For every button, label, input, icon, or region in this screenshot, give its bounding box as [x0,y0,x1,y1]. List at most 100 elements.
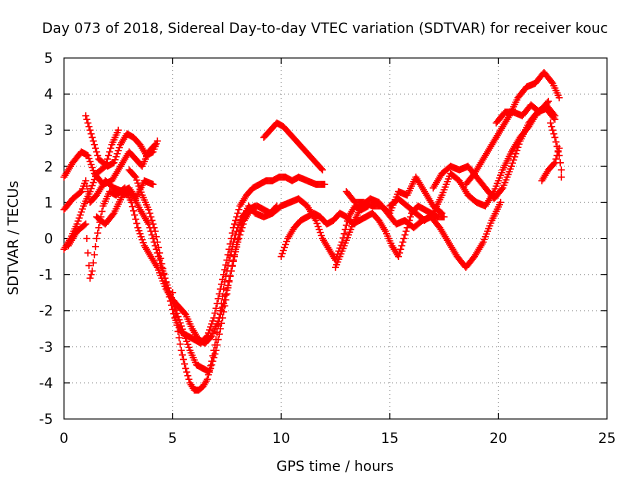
data-point [206,366,214,374]
y-tick-label: 0 [44,232,53,248]
data-point [401,231,409,239]
data-point [557,166,565,174]
data-point [553,142,561,150]
data-point [279,247,287,255]
data-point [85,123,93,131]
data-point [214,295,222,303]
data-point [211,309,219,317]
data-point [147,213,155,221]
data-point [88,267,96,275]
data-point [82,112,90,120]
data-point [110,159,118,167]
data-point [510,156,518,164]
data-point [226,252,234,260]
data-point [317,165,325,173]
data-point [114,126,122,134]
data-point [315,225,323,233]
data-point [133,219,141,227]
data-point [89,137,97,145]
data-point [314,222,322,230]
data-point [83,115,91,123]
data-point [229,238,237,246]
data-point [282,241,290,249]
data-point [137,188,145,196]
data-point [212,304,220,312]
data-point [216,307,224,315]
data-point [139,239,147,247]
data-point [512,150,520,158]
data-point [149,220,157,228]
data-point [133,176,141,184]
data-point [318,166,326,174]
data-point [224,262,232,270]
x-tick-label: 10 [272,431,290,447]
data-point [87,160,95,168]
y-tick-label: 5 [44,51,53,67]
data-point [225,256,233,264]
data-point [170,297,178,305]
data-point [550,110,558,118]
data-point [94,229,102,237]
data-point [84,188,92,196]
x-tick-label: 15 [381,431,399,447]
data-point [438,209,446,217]
data-point [497,198,505,206]
data-point [513,147,521,155]
data-point [206,326,214,334]
data-point [551,133,559,141]
series-arc-9 [260,119,326,174]
data-point [88,133,96,141]
data-point [234,209,242,217]
data-point [145,206,153,214]
data-point [157,254,165,262]
data-point [78,205,86,213]
data-point [184,372,192,380]
data-point [219,292,227,300]
data-point [177,346,185,354]
data-point [437,208,445,216]
series-arc-13 [386,105,559,224]
data-point [207,323,215,331]
data-point [154,244,162,252]
data-point [73,220,81,228]
data-point [163,284,171,292]
data-point [153,238,161,246]
data-point [550,130,558,138]
data-point [90,141,98,149]
data-point [162,279,170,287]
data-point [89,259,97,267]
data-point [132,215,140,223]
data-point [181,360,189,368]
data-point [184,340,192,348]
data-point [172,313,180,321]
data-point [543,99,551,107]
data-point [82,177,90,185]
data-point [224,284,232,292]
data-point [105,151,113,159]
data-point [228,243,236,251]
data-point [340,230,348,238]
data-point [406,213,414,221]
data-point [209,352,217,360]
data-point [178,351,186,359]
data-point [84,119,92,127]
data-point [134,224,142,232]
x-axis-label: GPS time / hours [276,459,393,475]
data-point [94,151,102,159]
data-point [216,325,224,333]
data-point [554,147,562,155]
x-tick-label: 25 [598,431,616,447]
data-point [86,274,94,282]
data-point [231,220,239,228]
data-point [398,242,406,250]
data-point [552,155,560,163]
data-point [280,244,288,252]
data-point [109,211,117,219]
data-point [234,236,242,244]
data-point [207,362,215,370]
data-point [222,296,230,304]
data-point [112,153,120,161]
data-point [400,235,408,242]
data-point [87,185,95,193]
data-point [338,238,346,246]
